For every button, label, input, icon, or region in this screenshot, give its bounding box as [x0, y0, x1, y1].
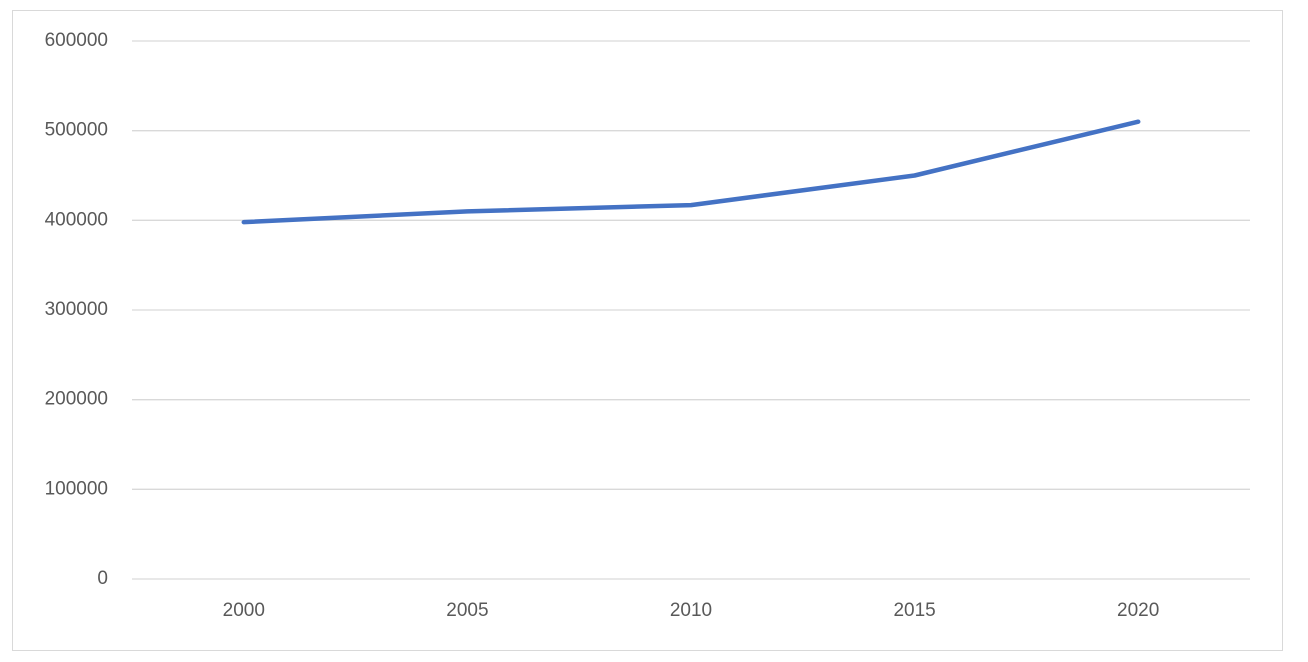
y-tick-label: 500000 — [45, 120, 108, 141]
y-tick-label: 300000 — [45, 299, 108, 320]
x-tick-label: 2010 — [670, 600, 712, 621]
y-tick-label: 0 — [97, 568, 108, 589]
x-tick-label: 2005 — [446, 600, 488, 621]
chart-border — [12, 10, 1283, 651]
y-tick-label: 200000 — [45, 389, 108, 410]
x-tick-label: 2020 — [1117, 600, 1159, 621]
data-line — [241, 119, 1141, 225]
y-tick-label: 100000 — [45, 478, 108, 499]
x-tick-label: 2015 — [893, 600, 935, 621]
y-tick-label: 600000 — [45, 30, 108, 51]
x-tick-label: 2000 — [223, 600, 265, 621]
y-tick-label: 400000 — [45, 209, 108, 230]
